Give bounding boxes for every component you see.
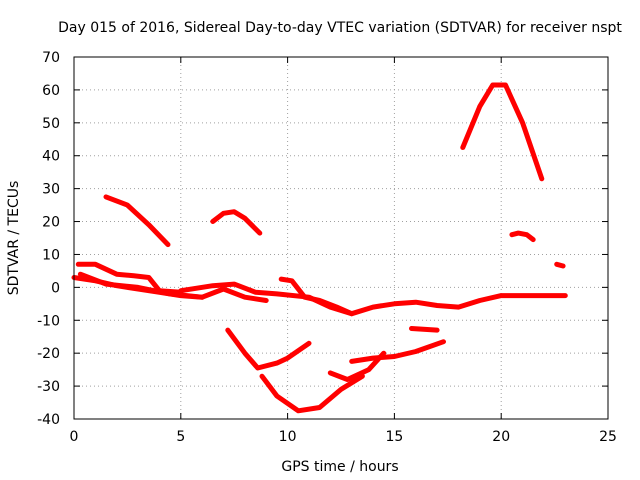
y-tick-label: 30 <box>42 182 60 198</box>
y-axis-label: SDTVAR / TECUs <box>6 181 22 296</box>
series-arc-7 <box>225 327 312 371</box>
series-arc-14 <box>509 230 536 243</box>
series-arc-11 <box>349 339 446 364</box>
series-arc-15 <box>554 261 566 269</box>
x-tick-label: 20 <box>492 429 510 445</box>
x-axis-label: GPS time / hours <box>281 459 398 475</box>
y-tick-label: 40 <box>42 149 60 165</box>
series-arc-10 <box>327 350 387 382</box>
y-tick-label: -10 <box>37 313 60 329</box>
grid-lines <box>74 57 608 419</box>
series-arc-9 <box>278 276 355 317</box>
x-tick-label: 5 <box>176 429 185 445</box>
y-tick-label: -20 <box>37 346 60 362</box>
data-series-group <box>71 82 568 414</box>
series-arc-3 <box>103 194 171 248</box>
series-arc-4 <box>77 271 269 303</box>
x-tick-label: 0 <box>70 429 79 445</box>
plot-frame <box>73 56 609 420</box>
series-arc-6 <box>210 209 263 236</box>
y-tick-label: -30 <box>37 379 60 395</box>
x-tick-label: 25 <box>599 429 617 445</box>
y-tick-label: 20 <box>42 215 60 231</box>
series-arc-13 <box>460 82 545 182</box>
axis-ticks <box>73 56 609 420</box>
y-tick-label: 0 <box>51 280 60 296</box>
x-tick-label: 10 <box>279 429 297 445</box>
x-tick-label: 15 <box>385 429 403 445</box>
y-tick-label: -40 <box>37 412 60 428</box>
chart-title: Day 015 of 2016, Sidereal Day-to-day VTE… <box>58 20 622 36</box>
y-tick-label: 10 <box>42 247 60 263</box>
series-arc-12 <box>409 326 440 333</box>
y-tick-label: 50 <box>42 116 60 132</box>
y-tick-label: 70 <box>42 50 60 66</box>
y-tick-labels: -40 -30 -20 -10 0 10 20 30 40 50 60 70 <box>37 50 60 428</box>
y-tick-label: 60 <box>42 83 60 99</box>
series-arc-8 <box>259 373 365 414</box>
x-tick-labels: 0 5 10 15 20 25 <box>70 429 617 445</box>
series-arc-5 <box>178 281 568 317</box>
